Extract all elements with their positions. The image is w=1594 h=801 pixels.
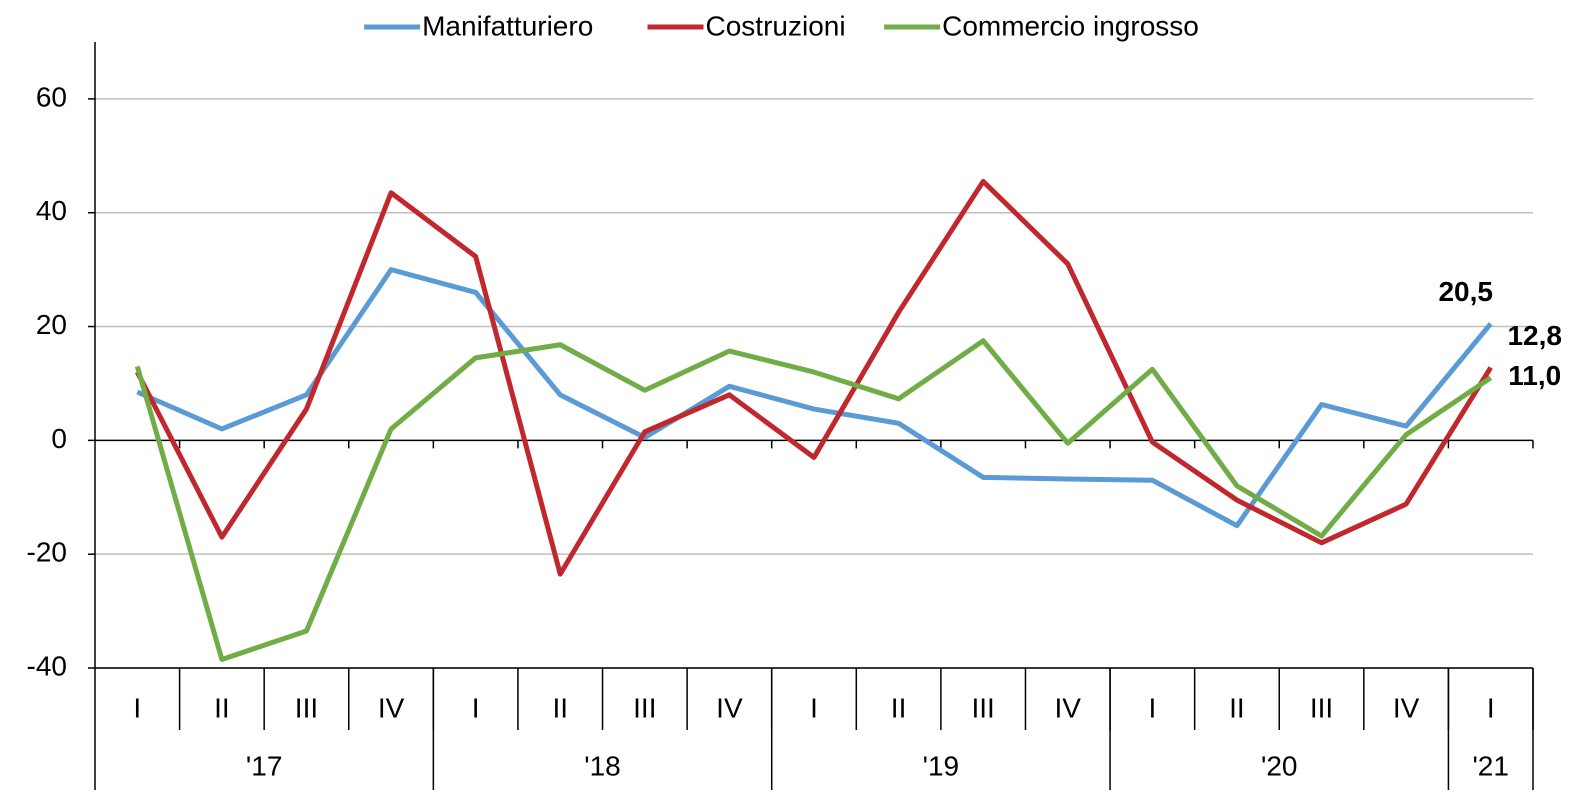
y-tick-label: -20 [27, 537, 67, 568]
y-tick-label: -40 [27, 650, 67, 681]
x-tick-label: IV [716, 692, 743, 723]
x-tick-label: I [472, 692, 480, 723]
x-tick-label: III [633, 692, 656, 723]
legend-label: Manifatturiero [422, 10, 593, 41]
x-tick-label: III [295, 692, 318, 723]
legend-label: Costruzioni [706, 10, 846, 41]
x-tick-label: II [1229, 692, 1245, 723]
group-label: '18 [584, 750, 621, 781]
group-label: '21 [1472, 750, 1509, 781]
series-line [136, 267, 1493, 529]
x-tick-label: II [891, 692, 907, 723]
x-tick-label: I [1487, 692, 1495, 723]
x-tick-label: IV [378, 692, 405, 723]
group-label: '17 [246, 750, 283, 781]
x-tick-label: II [552, 692, 568, 723]
data-label: 20,5 [1438, 276, 1493, 307]
data-label: 12,8 [1507, 320, 1562, 351]
series-line [135, 178, 1493, 577]
y-tick-label: 40 [36, 195, 67, 226]
y-tick-label: 60 [36, 81, 67, 112]
group-label: '20 [1261, 750, 1298, 781]
x-tick-label: I [133, 692, 141, 723]
x-tick-label: I [1148, 692, 1156, 723]
y-tick-label: 20 [36, 309, 67, 340]
x-tick-label: III [972, 692, 995, 723]
x-tick-label: IV [1055, 692, 1082, 723]
x-tick-label: II [214, 692, 230, 723]
data-label: 11,0 [1508, 360, 1561, 391]
x-tick-label: IV [1393, 692, 1420, 723]
legend-label: Commercio ingrosso [942, 10, 1199, 41]
x-tick-label: III [1310, 692, 1333, 723]
y-tick-label: 0 [51, 423, 67, 454]
group-label: '19 [923, 750, 960, 781]
series-line [134, 338, 1493, 662]
x-tick-label: I [810, 692, 818, 723]
